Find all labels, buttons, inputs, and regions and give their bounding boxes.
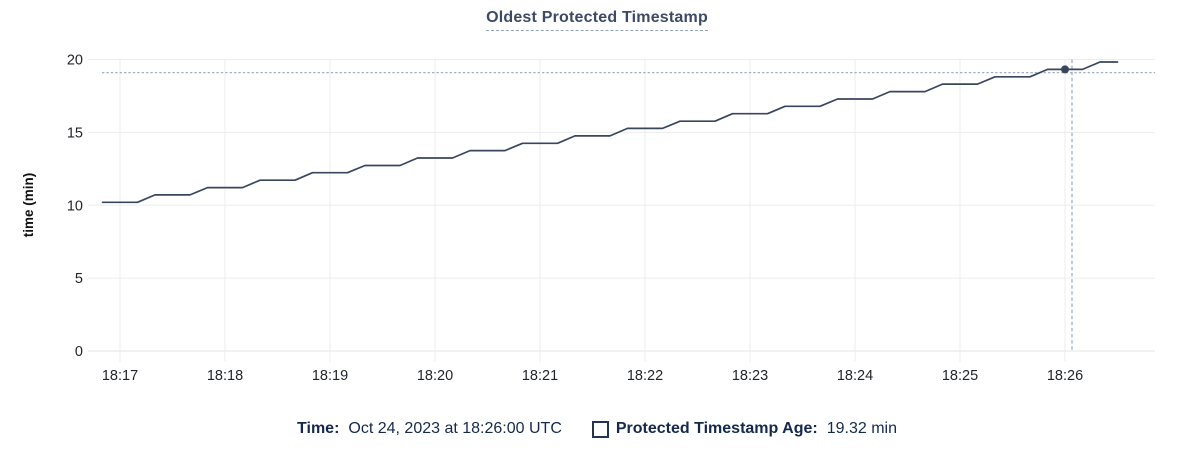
- chart-header: Oldest Protected Timestamp: [0, 9, 1194, 31]
- x-tick-label: 18:23: [732, 368, 768, 384]
- y-tick-label: 10: [67, 198, 83, 214]
- x-tick-label: 18:18: [207, 368, 243, 384]
- chart-title[interactable]: Oldest Protected Timestamp: [486, 9, 708, 31]
- hover-point: [1061, 65, 1069, 74]
- series-checkbox[interactable]: [591, 420, 609, 438]
- x-tick-label: 18:24: [837, 368, 873, 384]
- x-tick-label: 18:17: [102, 368, 138, 384]
- x-tick-label: 18:26: [1047, 368, 1083, 384]
- y-tick-label: 20: [67, 53, 83, 69]
- legend-time-value: Oct 24, 2023 at 18:26:00 UTC: [348, 420, 562, 437]
- x-tick-label: 18:19: [312, 368, 348, 384]
- y-tick-label: 5: [75, 271, 83, 287]
- legend-series-value: 19.32 min: [826, 420, 897, 437]
- y-axis-title: time (min): [21, 173, 36, 238]
- series-line: [101, 61, 1119, 204]
- y-tick-label: 15: [67, 125, 83, 141]
- hover-legend: Time: Oct 24, 2023 at 18:26:00 UTC Prote…: [0, 420, 1194, 438]
- x-tick-label: 18:21: [522, 368, 558, 384]
- x-tick-label: 18:20: [417, 368, 453, 384]
- legend-series-label: Protected Timestamp Age:: [615, 420, 818, 437]
- y-tick-label: 0: [75, 344, 83, 360]
- legend-time-label: Time:: [297, 420, 340, 437]
- x-tick-label: 18:22: [627, 368, 663, 384]
- x-tick-label: 18:25: [942, 368, 978, 384]
